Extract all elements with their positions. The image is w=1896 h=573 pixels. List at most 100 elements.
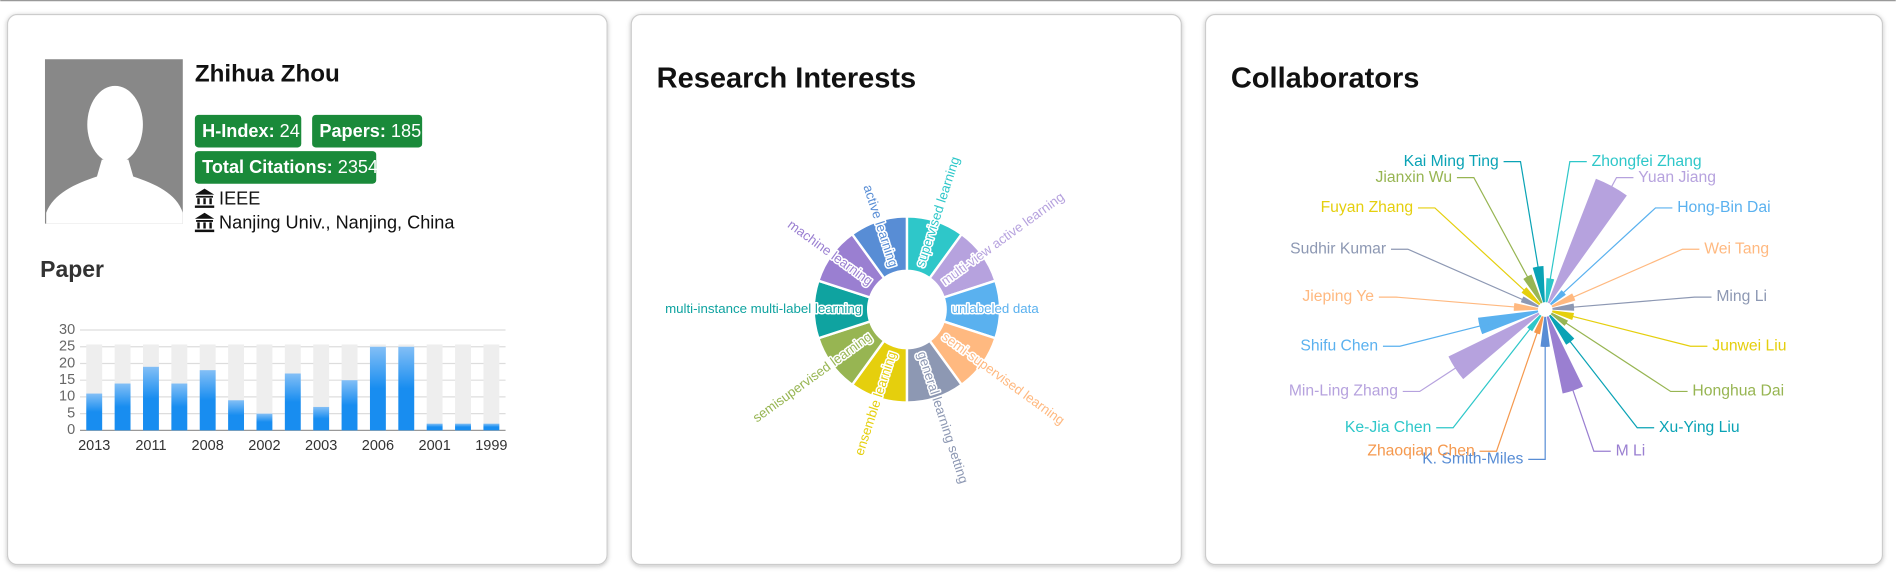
x-tick-label: 2013 bbox=[78, 438, 110, 454]
badge bbox=[194, 151, 377, 184]
collaborator-label: Shifu Chen bbox=[1300, 337, 1378, 354]
collaborator-label: Yuan Jiang bbox=[1638, 169, 1716, 186]
bar bbox=[199, 370, 216, 431]
y-tick-label: 10 bbox=[59, 389, 75, 405]
center-hole bbox=[1537, 302, 1553, 317]
polar-bar bbox=[1520, 296, 1539, 308]
label-line bbox=[1436, 323, 1535, 429]
bar bbox=[313, 406, 330, 431]
bar bbox=[228, 400, 245, 431]
label-line bbox=[1503, 161, 1541, 281]
x-tick-label: 2002 bbox=[248, 438, 280, 454]
label-line bbox=[1382, 319, 1504, 347]
y-tick-label: 15 bbox=[59, 372, 75, 388]
profile-name: Zhihua Zhou bbox=[195, 60, 340, 87]
badge-label: H-Index: bbox=[202, 121, 275, 141]
label-line bbox=[1558, 207, 1673, 298]
label-line bbox=[1564, 248, 1700, 302]
segment-label: unlabeled data bbox=[952, 301, 1040, 316]
collaborator-label: Zhongfei Zhang bbox=[1592, 153, 1702, 170]
x-tick-label: 2001 bbox=[419, 438, 451, 454]
label-line bbox=[1417, 207, 1531, 297]
polar-bar bbox=[1448, 312, 1540, 380]
polar-bar bbox=[1548, 314, 1575, 345]
affiliation: IEEE bbox=[219, 188, 260, 208]
collaborator-label: Hong-Bin Dai bbox=[1677, 199, 1770, 216]
label-line bbox=[1564, 313, 1708, 347]
y-tick-label: 20 bbox=[59, 355, 75, 371]
label-line bbox=[1456, 177, 1534, 288]
x-tick-label: 2006 bbox=[362, 438, 394, 454]
y-tick-label: 25 bbox=[59, 339, 75, 355]
collaborator-label: Zhaoqian Chen bbox=[1367, 442, 1474, 459]
bar bbox=[256, 413, 273, 431]
label-line bbox=[1561, 330, 1655, 429]
affiliation: Nanjing Univ., Nanjing, China bbox=[219, 212, 455, 232]
bar bbox=[86, 393, 103, 431]
collaborator-label: Sudhir Kumar bbox=[1290, 240, 1386, 257]
collaborator-label: Wei Tang bbox=[1704, 240, 1769, 257]
label-line bbox=[1565, 296, 1712, 309]
bar bbox=[171, 383, 188, 431]
y-tick-label: 0 bbox=[67, 422, 75, 438]
badge-text: Total Citations: 2354 bbox=[202, 157, 378, 177]
polar-bar bbox=[1540, 316, 1550, 347]
label-line bbox=[1548, 161, 1587, 289]
bar bbox=[143, 366, 159, 431]
label-line bbox=[1586, 177, 1634, 234]
collaborator-label: Xu-Ying Liu bbox=[1659, 419, 1740, 436]
polar-bar bbox=[1477, 310, 1539, 335]
badge-value: 185 bbox=[391, 121, 421, 141]
bar bbox=[455, 423, 471, 431]
label-line bbox=[1479, 326, 1540, 452]
polar-bar bbox=[1523, 274, 1543, 304]
polar-bar bbox=[1551, 293, 1576, 308]
badge bbox=[312, 114, 423, 148]
polar-bar bbox=[1550, 312, 1569, 326]
x-tick-label: 1999 bbox=[475, 438, 507, 454]
bar bbox=[114, 383, 131, 431]
y-tick-label: 5 bbox=[67, 405, 75, 421]
bar-background bbox=[483, 344, 500, 431]
x-tick-label: 2003 bbox=[305, 438, 337, 454]
institution-icon bbox=[194, 212, 215, 233]
collaborator-label: M Li bbox=[1616, 442, 1646, 459]
bar-background bbox=[455, 344, 471, 431]
x-tick-label: 2011 bbox=[135, 438, 166, 454]
label-line bbox=[1528, 334, 1546, 460]
bar bbox=[341, 380, 358, 431]
chart-title: Research Interests bbox=[657, 62, 917, 94]
collaborator-label: Min-Ling Zhang bbox=[1289, 383, 1398, 400]
bar bbox=[398, 346, 415, 431]
polar-bar bbox=[1551, 310, 1574, 321]
bar bbox=[426, 423, 443, 431]
badge-text: H-Index: 24 bbox=[202, 121, 300, 141]
badge-label: Papers: bbox=[319, 121, 386, 141]
bar bbox=[284, 373, 301, 431]
polar-bar bbox=[1545, 278, 1555, 303]
segment-label: multi-instance multi-label learning bbox=[665, 301, 862, 316]
badge bbox=[194, 114, 302, 148]
collaborator-label: Honghua Dai bbox=[1692, 383, 1784, 400]
polar-bar bbox=[1552, 303, 1575, 311]
collaborator-label: K. Smith-Miles bbox=[1422, 451, 1523, 468]
collaborator-label: Jianxin Wu bbox=[1376, 169, 1453, 186]
label-line bbox=[1390, 248, 1529, 303]
bar-background bbox=[426, 344, 443, 431]
polar-bar bbox=[1513, 302, 1539, 311]
polar-bar bbox=[1533, 315, 1544, 335]
label-line bbox=[1402, 345, 1490, 393]
bar bbox=[483, 423, 500, 431]
collaborator-label: Jieping Ye bbox=[1302, 288, 1374, 305]
donut-segment bbox=[850, 215, 909, 280]
bar-background bbox=[256, 344, 273, 431]
polar-bar bbox=[1532, 265, 1545, 303]
collaborator-label: Ming Li bbox=[1716, 288, 1767, 305]
collaborator-label: Ke-Jia Chen bbox=[1345, 419, 1431, 436]
chart-title: Paper bbox=[40, 256, 104, 282]
polar-bar bbox=[1547, 178, 1627, 304]
badge-value: 2354 bbox=[338, 157, 378, 177]
label-line bbox=[1378, 296, 1524, 309]
